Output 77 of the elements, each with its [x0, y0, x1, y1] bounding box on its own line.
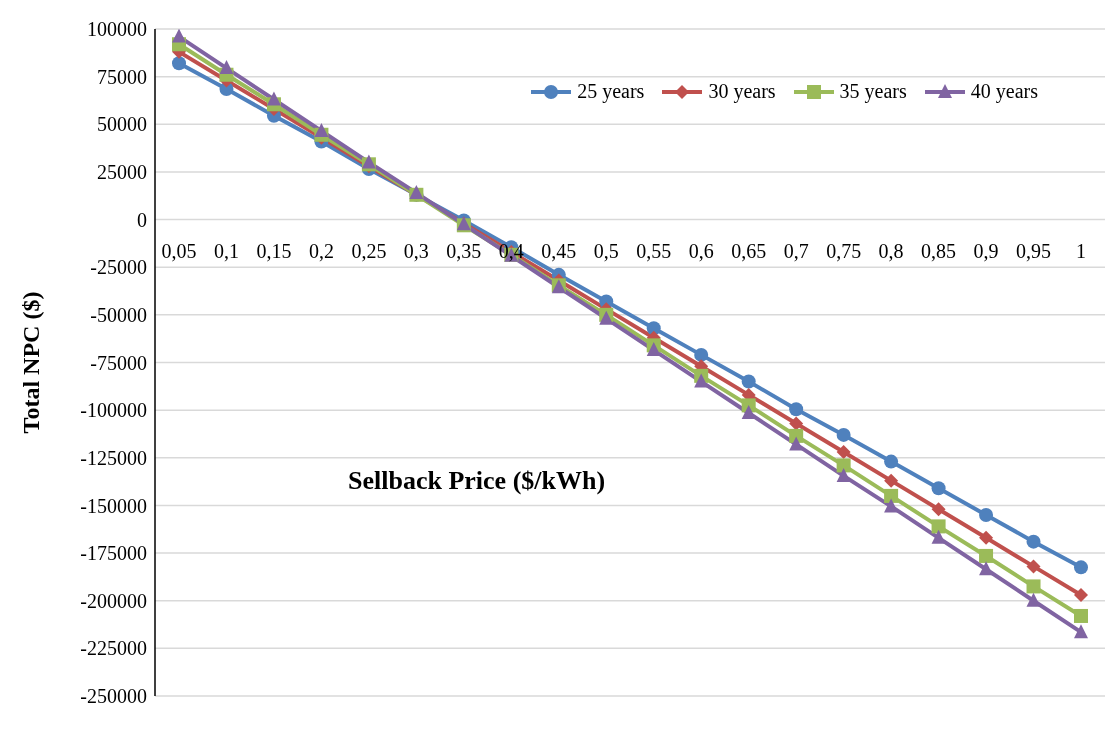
point	[931, 529, 946, 544]
point	[219, 60, 234, 75]
point	[741, 374, 756, 389]
y-tick-label: -250000	[80, 685, 147, 708]
x-tick-label: 0,9	[973, 239, 999, 262]
point	[789, 436, 804, 451]
x-tick-label: 0,05	[161, 239, 197, 262]
point	[836, 445, 851, 460]
point	[931, 502, 946, 517]
y-tick-label: -50000	[90, 303, 147, 326]
x-tick-label: 0,2	[308, 239, 334, 262]
point	[789, 402, 804, 417]
x-tick-label: 0,35	[446, 239, 482, 262]
x-tick-label: 0,1	[213, 239, 239, 262]
point	[266, 91, 281, 106]
y-tick-label: -175000	[80, 542, 147, 565]
point	[1026, 579, 1041, 594]
point	[694, 347, 709, 362]
x-tick-label: 0,95	[1016, 239, 1052, 262]
x-tick-label: 0,25	[351, 239, 387, 262]
point	[884, 454, 899, 469]
point	[836, 427, 851, 442]
point	[694, 373, 709, 388]
y-tick-label: 75000	[97, 65, 147, 88]
point	[979, 548, 994, 563]
x-tick-label: 0,3	[403, 239, 429, 262]
x-tick-label: 0,7	[783, 239, 809, 262]
x-tick-label: 0,65	[731, 239, 767, 262]
y-tick-label: -125000	[80, 446, 147, 469]
y-tick-label: -225000	[80, 637, 147, 660]
point	[979, 561, 994, 576]
y-tick-label: -25000	[90, 256, 147, 279]
point	[789, 416, 804, 431]
point	[884, 488, 899, 503]
point	[1026, 534, 1041, 549]
legend-label: 25 years	[577, 80, 645, 103]
point	[172, 29, 186, 43]
y-tick-label: 0	[137, 208, 147, 231]
y-tick-label: -150000	[80, 494, 147, 517]
point	[172, 56, 186, 71]
point	[836, 467, 851, 482]
point	[1074, 624, 1088, 639]
x-tick-label: 0,75	[826, 239, 862, 262]
point	[884, 498, 899, 513]
point	[931, 519, 946, 534]
legend-label: 30 years	[708, 80, 776, 103]
x-tick-label: 0,45	[541, 239, 577, 262]
x-tick-label: 0,55	[636, 239, 672, 262]
x-axis-title: Sellback Price ($/kWh)	[348, 466, 606, 496]
point	[1074, 608, 1088, 623]
point	[931, 481, 946, 496]
x-tick-label: 0,8	[878, 239, 904, 262]
y-tick-label: -100000	[80, 399, 147, 422]
y-tick-label: 25000	[97, 161, 147, 184]
x-tick-label: 0,85	[921, 239, 957, 262]
x-tick-label: 0,6	[688, 239, 714, 262]
legend-label: 35 years	[839, 80, 907, 103]
y-tick-label: -200000	[80, 589, 147, 612]
point	[1026, 559, 1041, 574]
y-tick-label: 50000	[97, 113, 147, 136]
point	[979, 507, 994, 522]
y-tick-label: 100000	[87, 18, 147, 41]
point	[314, 122, 329, 137]
point	[979, 530, 994, 545]
point	[1026, 592, 1041, 607]
point	[884, 473, 899, 488]
point	[1074, 560, 1088, 575]
y-axis-title: Total NPC ($)	[17, 291, 44, 434]
y-tick-label: -75000	[90, 351, 147, 374]
point	[741, 405, 756, 419]
point	[646, 342, 661, 357]
x-tick-label: 1	[1076, 239, 1086, 262]
point	[1074, 588, 1088, 602]
point	[836, 458, 851, 473]
legend-label: 40 years	[970, 80, 1038, 103]
x-tick-label: 0,15	[256, 239, 292, 262]
x-tick-label: 0,5	[593, 239, 619, 262]
